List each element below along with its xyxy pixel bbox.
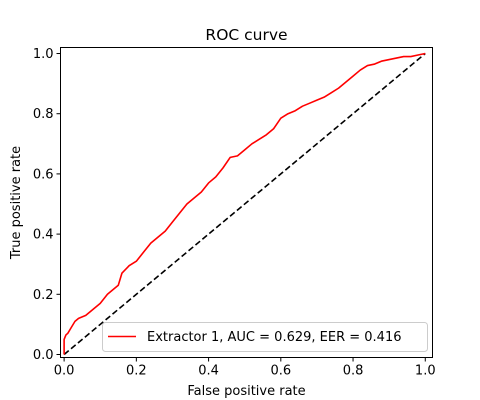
legend-label-extractor-1: Extractor 1, AUC = 0.629, EER = 0.416 — [147, 330, 401, 345]
plot-area — [60, 47, 433, 358]
legend-box — [102, 322, 428, 352]
lines-layer — [63, 52, 426, 356]
y-tick-label: 0.4 — [33, 228, 54, 243]
x-tick-label: 0.2 — [126, 364, 147, 379]
legend: Extractor 1, AUC = 0.629, EER = 0.416 — [102, 322, 428, 352]
x-tick-label: 0.8 — [343, 364, 364, 379]
chance-diagonal-line — [63, 52, 426, 356]
x-tick-label: 0.4 — [198, 364, 219, 379]
x-axis-ticks: 0.0 0.2 0.4 0.6 0.8 1.0 — [54, 357, 436, 379]
y-tick-label: 1.0 — [33, 47, 54, 62]
x-tick-label: 0.0 — [54, 364, 75, 379]
y-tick-label: 0.0 — [33, 348, 54, 363]
y-axis-ticks: 0.0 0.2 0.4 0.6 0.8 1.0 — [33, 47, 61, 363]
y-tick-label: 0.6 — [33, 167, 54, 182]
y-axis-label: True positive rate — [9, 146, 24, 260]
x-tick-label: 0.6 — [270, 364, 291, 379]
chart-title: ROC curve — [205, 26, 287, 44]
y-tick-label: 0.8 — [33, 107, 54, 122]
x-tick-label: 1.0 — [415, 364, 436, 379]
roc-curve-line — [63, 52, 426, 355]
y-tick-label: 0.2 — [33, 288, 54, 303]
x-axis-label: False positive rate — [187, 384, 305, 399]
